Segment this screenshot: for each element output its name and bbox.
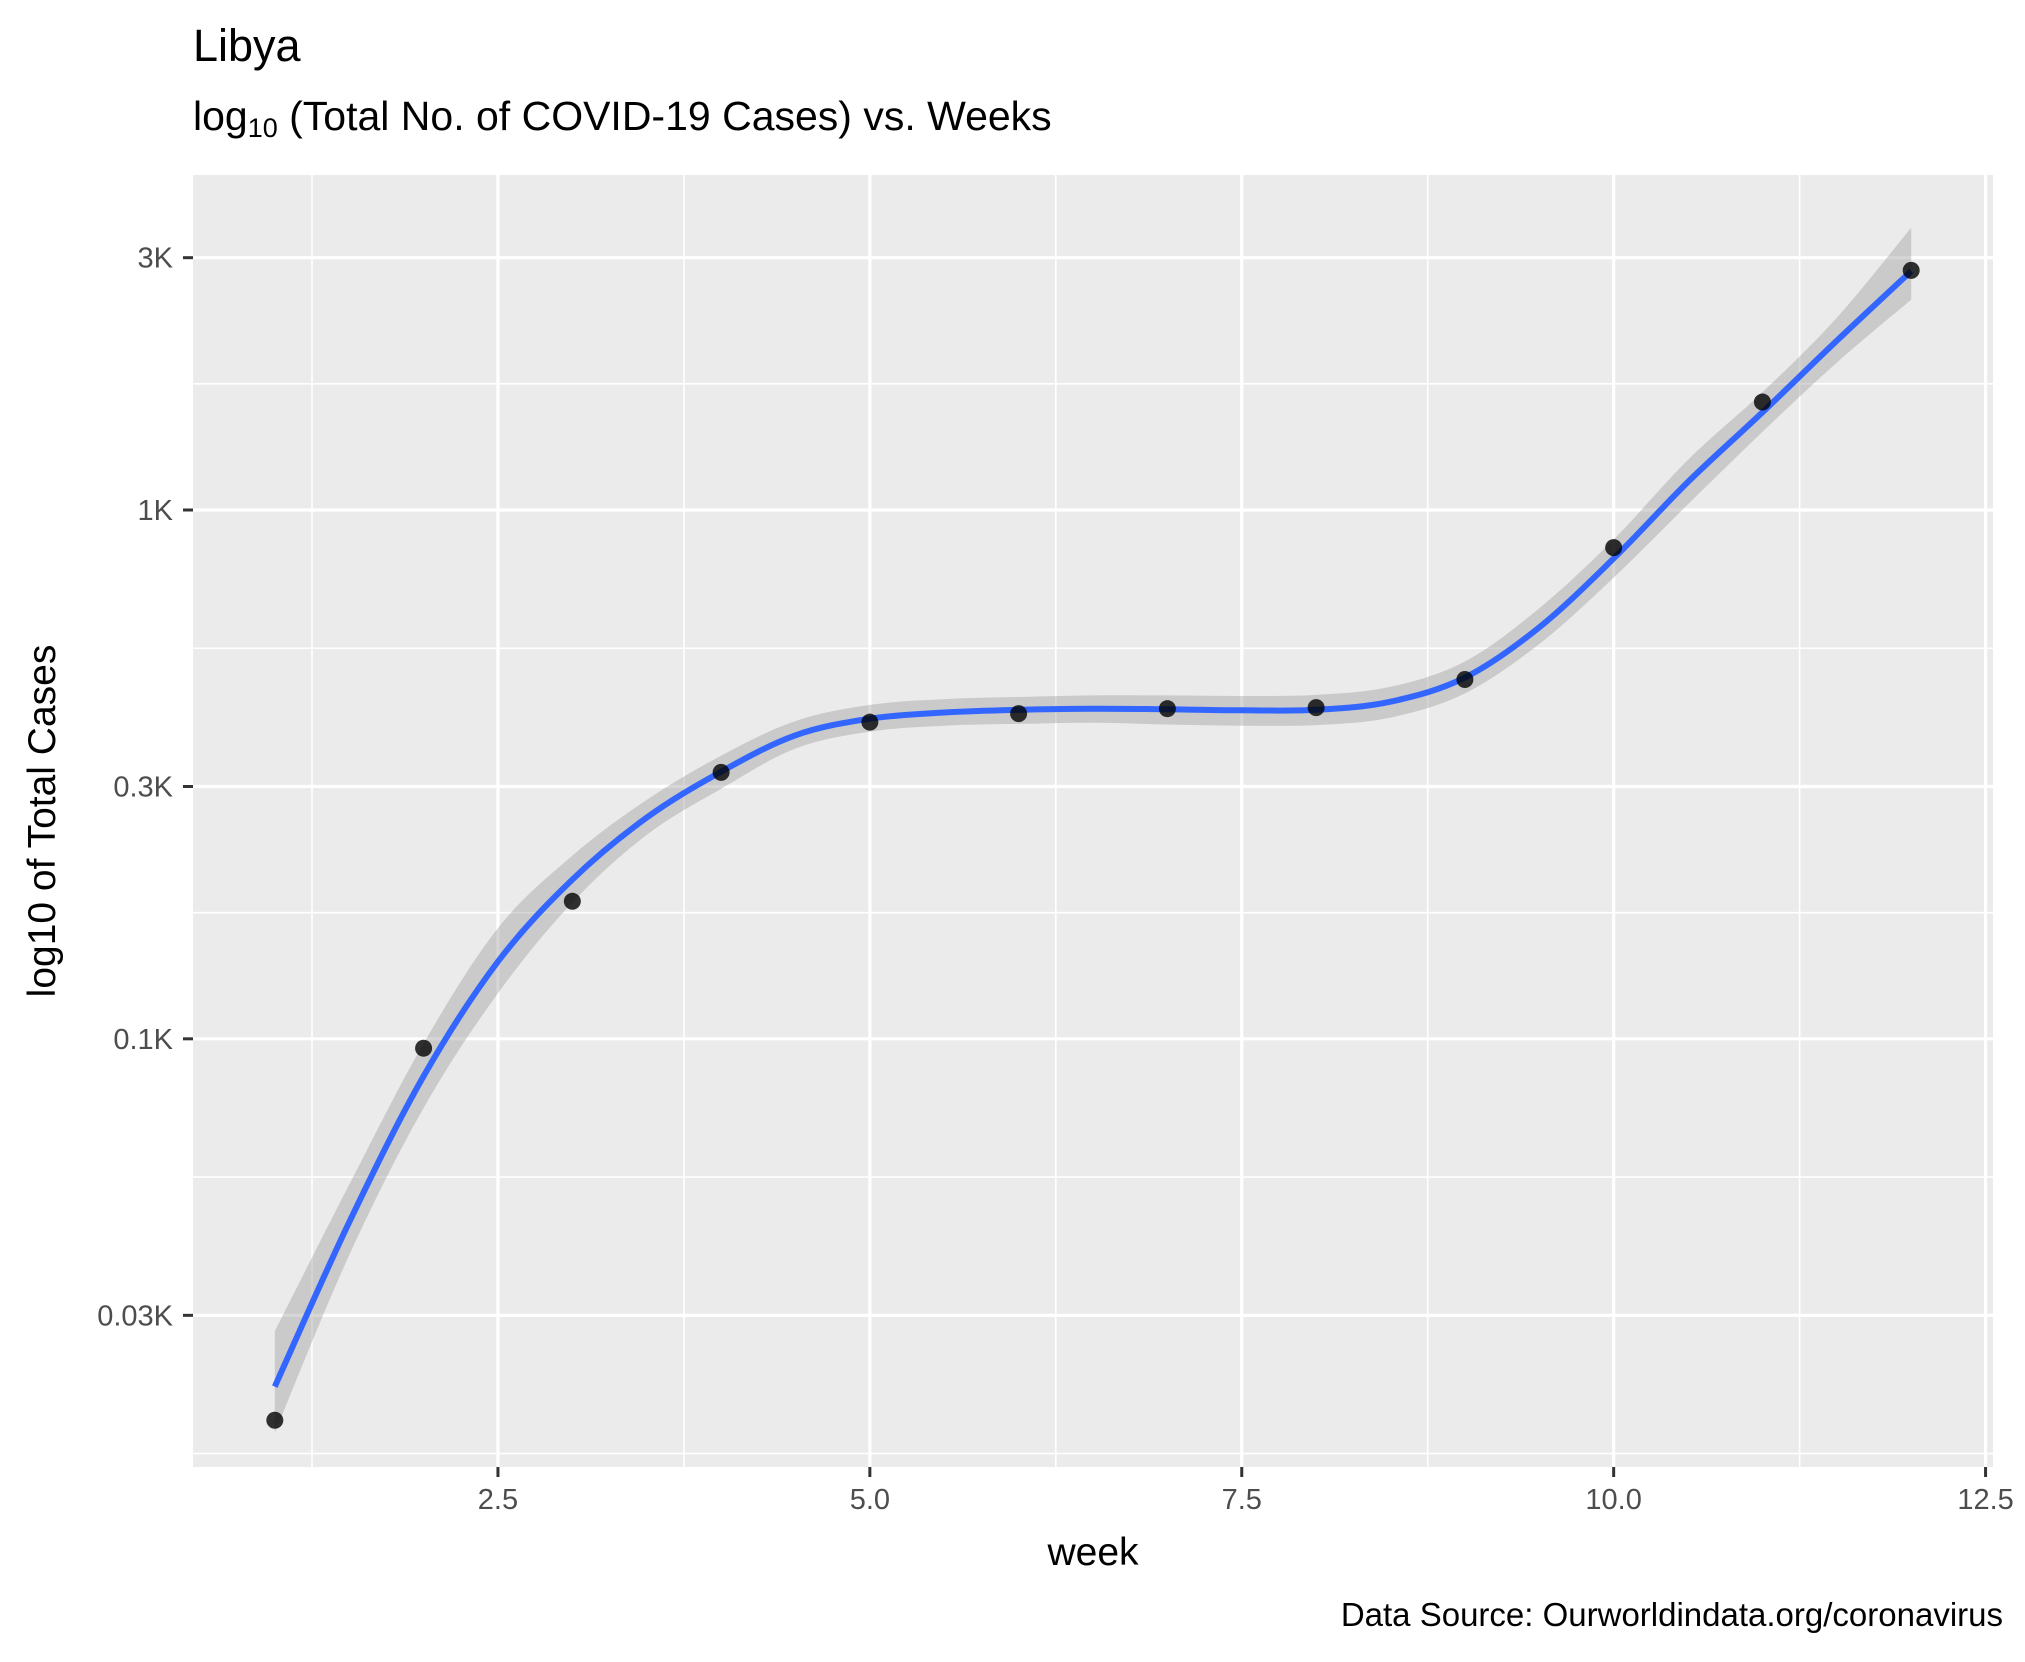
data-point	[1605, 539, 1623, 557]
x-tick-label: 7.5	[1222, 1484, 1262, 1516]
data-points	[266, 261, 1920, 1429]
smooth-fit-line	[272, 268, 1914, 1388]
data-source-caption: Data Source: Ourworldindata.org/coronavi…	[1340, 1596, 2003, 1633]
y-tick-label: 0.1K	[113, 1024, 173, 1056]
x-tick-label: 2.5	[478, 1484, 518, 1516]
data-point	[266, 1411, 284, 1429]
data-point	[861, 713, 879, 731]
x-tick-label: 10.0	[1585, 1484, 1641, 1516]
data-point	[1753, 393, 1771, 411]
data-point	[1010, 705, 1028, 723]
y-tick-label: 0.3K	[113, 772, 173, 804]
plot-panel	[193, 175, 1993, 1467]
minor-gridlines	[193, 175, 1993, 1467]
x-axis-title: week	[1046, 1531, 1139, 1574]
subtitle-prefix: log	[193, 93, 248, 139]
subtitle-subscript: 10	[247, 113, 278, 143]
data-point	[1902, 261, 1920, 279]
major-gridlines	[193, 175, 1993, 1467]
y-axis: 0.03K 0.1K 0.3K 1K 3K	[97, 243, 193, 1332]
x-axis: 2.5 5.0 7.5 10.0 12.5	[478, 1467, 2014, 1516]
y-axis-title: log10 of Total Cases	[21, 645, 64, 998]
chart-subtitle: log10 (Total No. of COVID-19 Cases) vs. …	[193, 90, 1052, 142]
data-point	[563, 892, 581, 910]
data-point	[1307, 699, 1325, 717]
data-point	[415, 1039, 433, 1057]
data-point	[1456, 671, 1474, 689]
subtitle-rest: (Total No. of COVID-19 Cases) vs. Weeks	[277, 93, 1052, 139]
y-tick-label: 0.03K	[97, 1300, 173, 1332]
chart-title: Libya	[193, 20, 301, 71]
y-tick-label: 3K	[138, 243, 174, 275]
y-tick-label: 1K	[138, 495, 174, 527]
x-tick-label: 5.0	[850, 1484, 890, 1516]
x-tick-label: 12.5	[1957, 1484, 2013, 1516]
data-point	[1158, 700, 1176, 718]
data-point	[712, 763, 730, 781]
